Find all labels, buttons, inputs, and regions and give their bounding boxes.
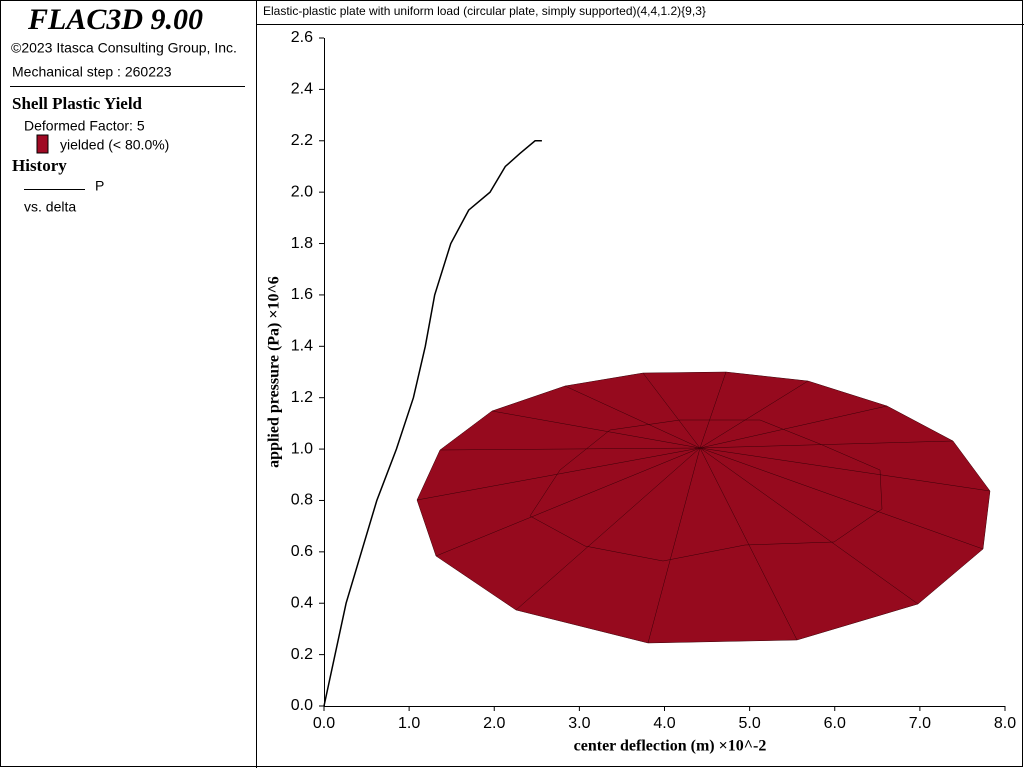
y-tick-label: 0.6 — [291, 543, 313, 560]
legend-label: P — [95, 178, 104, 194]
y-tick-label: 1.4 — [291, 338, 313, 355]
x-tick-label: 5.0 — [739, 715, 761, 732]
x-tick-label: 2.0 — [483, 715, 505, 732]
history-line — [323, 140, 542, 707]
y-tick-label: 2.2 — [291, 132, 313, 149]
history-heading: History — [12, 156, 67, 175]
plate-mesh — [416, 371, 991, 644]
yield-label: yielded (< 80.0%) — [60, 137, 169, 153]
y-tick-label: 1.8 — [291, 235, 313, 252]
y-tick-label: 2.6 — [291, 29, 313, 46]
y-tick-label: 0.0 — [291, 697, 313, 714]
y-tick-label: 0.8 — [291, 492, 313, 509]
x-axis-label: center deflection (m) ×10^-2 — [574, 738, 767, 755]
step: Mechanical step : 260223 — [12, 64, 172, 80]
plate-render — [416, 371, 991, 644]
x-tick-label: 4.0 — [653, 715, 675, 732]
product-name: FLAC3D 9.00 — [27, 3, 203, 36]
y-tick-label: 0.2 — [291, 646, 313, 663]
x-tick-label: 3.0 — [568, 715, 590, 732]
deformed-factor: Deformed Factor: 5 — [24, 118, 145, 134]
y-tick-label: 1.2 — [291, 389, 313, 406]
x-tick-label: 7.0 — [909, 715, 931, 732]
y-tick-label: 2.0 — [291, 183, 313, 200]
chart-title: Elastic-plastic plate with uniform load … — [263, 4, 706, 18]
y-tick-label: 1.6 — [291, 286, 313, 303]
x-tick-label: 6.0 — [824, 715, 846, 732]
x-tick-label: 1.0 — [398, 715, 420, 732]
x-tick-label: 8.0 — [994, 715, 1016, 732]
x-tick-label: 0.0 — [313, 715, 335, 732]
y-tick-label: 0.4 — [291, 594, 313, 611]
copyright: ©2023 Itasca Consulting Group, Inc. — [11, 40, 237, 56]
y-tick-label: 2.4 — [291, 81, 313, 98]
yield-swatch — [36, 134, 49, 154]
y-axis-label: applied pressure (Pa) ×10^6 — [266, 276, 283, 468]
plot-item: Shell Plastic Yield — [12, 94, 143, 113]
history-vs: vs. delta — [24, 199, 76, 215]
y-tick-label: 1.0 — [291, 440, 313, 457]
